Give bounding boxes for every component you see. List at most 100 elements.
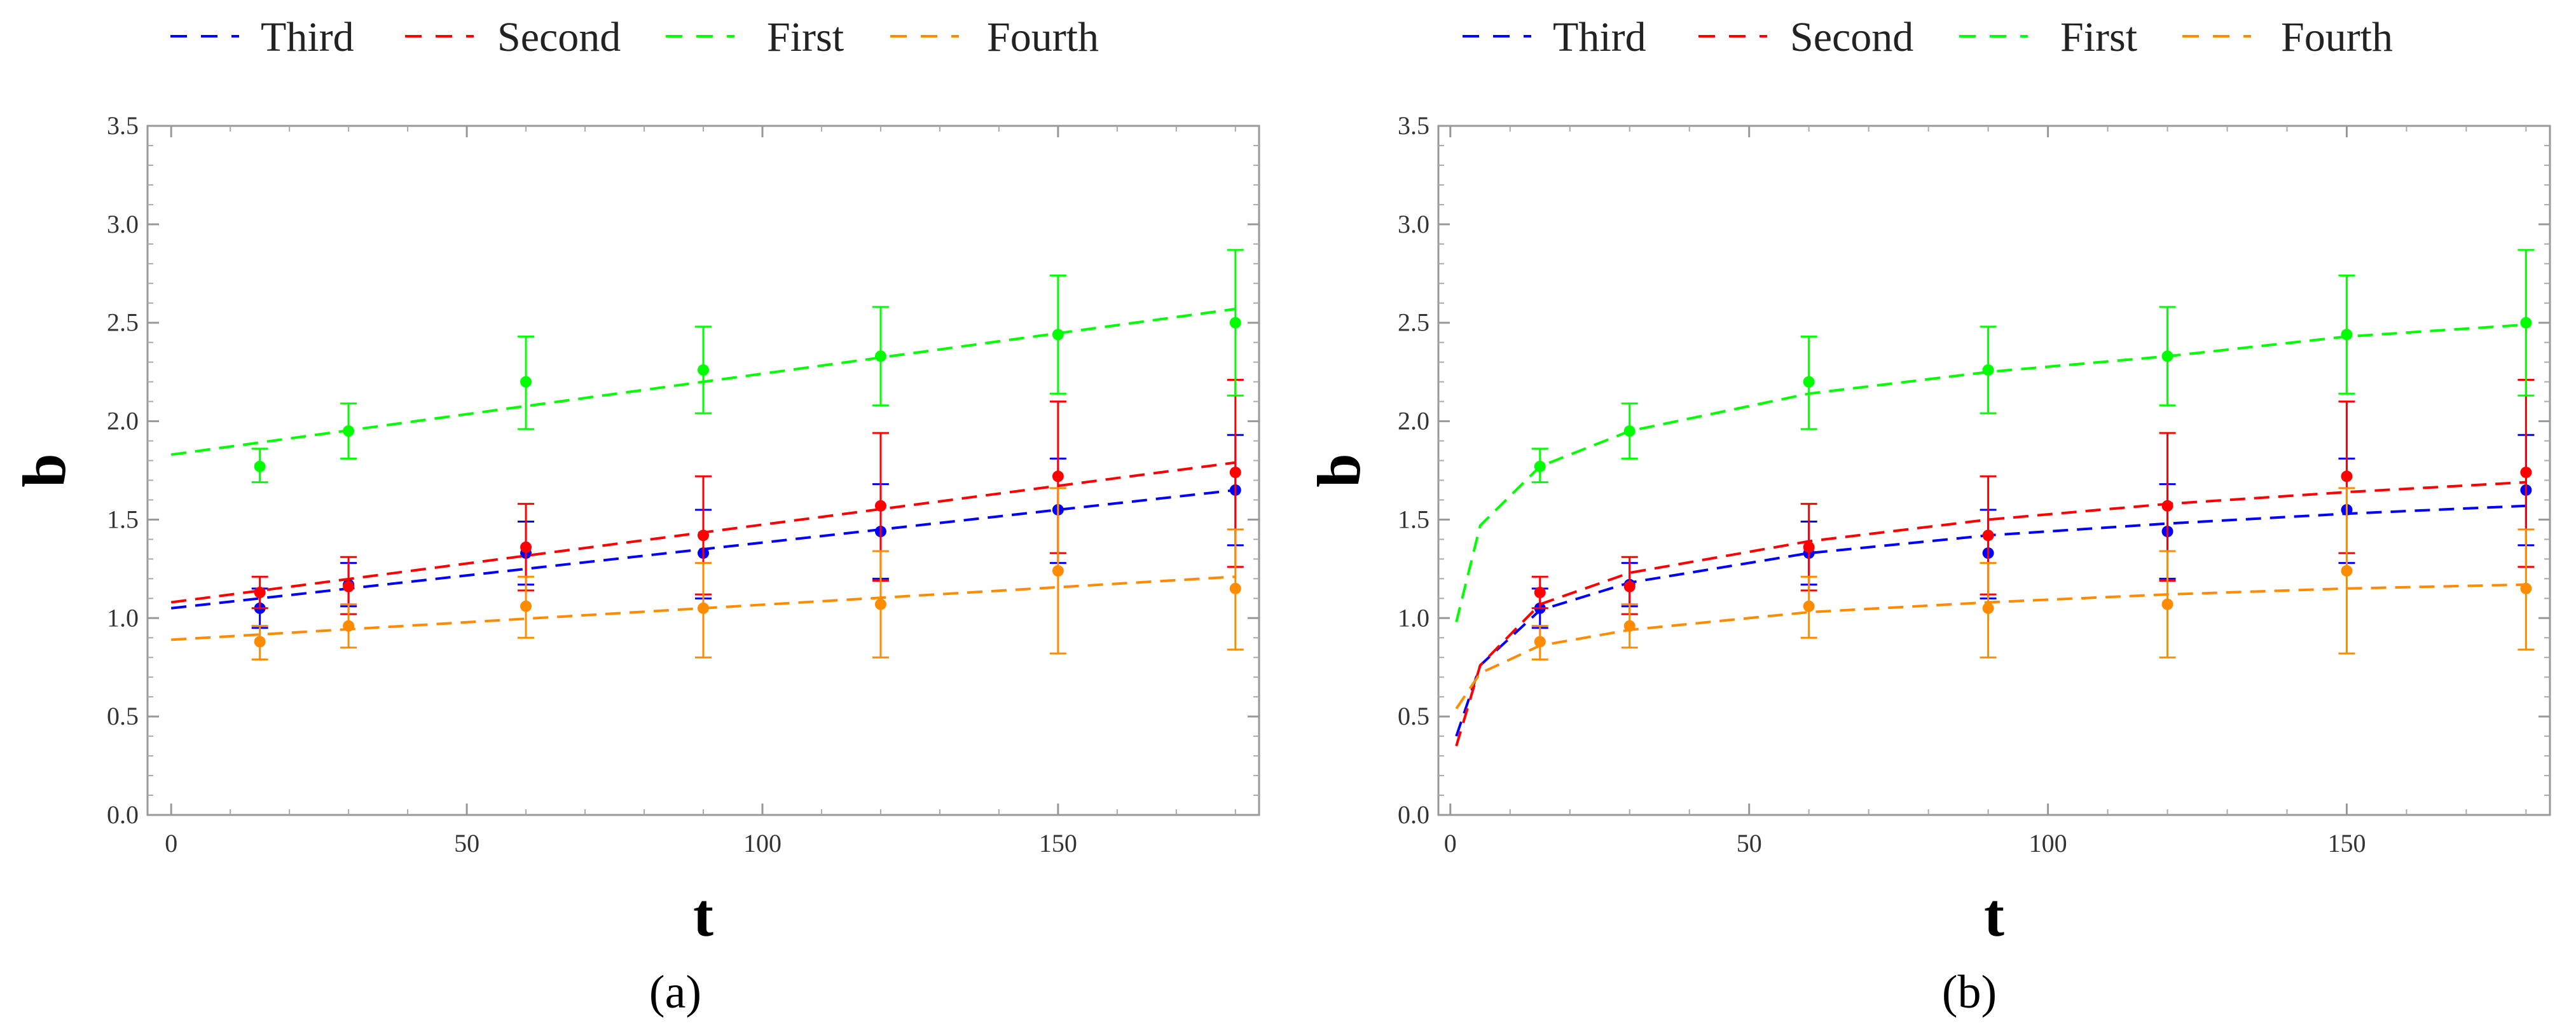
data-point — [1982, 602, 1994, 614]
fit-line-third — [1455, 504, 2526, 737]
data-point — [520, 600, 532, 612]
y-tick-label: 0.5 — [107, 702, 139, 730]
data-point — [1534, 636, 1546, 648]
y-tick-label: 1.5 — [107, 505, 139, 533]
series-first — [170, 249, 1244, 484]
data-point — [1623, 425, 1636, 437]
data-point — [1803, 600, 1815, 612]
data-point — [2520, 467, 2532, 479]
legend-label: Third — [1553, 14, 1646, 60]
data-point — [343, 580, 355, 592]
x-tick-label: 150 — [2327, 829, 2366, 858]
series-first — [1455, 249, 2535, 622]
data-point — [1229, 317, 1241, 329]
legend-label: Fourth — [987, 14, 1099, 60]
legend-label: First — [767, 14, 844, 60]
data-point — [2341, 329, 2353, 341]
legend-item-second: Second — [1698, 14, 1913, 60]
data-point — [698, 530, 709, 542]
y-tick-label: 0.0 — [107, 800, 139, 829]
y-tick-label: 2.0 — [1398, 407, 1429, 435]
y-tick-label: 1.0 — [1398, 603, 1429, 632]
data-point — [254, 460, 266, 472]
chart-panel-b: 0.0 0.5 1.0 1.5 2.0 2.5 3.0 3.5 0 50 100 150 t b (b) Th… — [1305, 14, 2551, 1018]
legend-item-first: First — [1959, 14, 2137, 60]
legend-label: First — [2060, 14, 2137, 60]
series-third — [1455, 434, 2535, 737]
y-tick-label: 0.0 — [1398, 800, 1429, 829]
data-point — [1534, 460, 1546, 472]
data-point — [2161, 598, 2173, 610]
data-point — [1052, 564, 1064, 577]
x-tick-label: 50 — [1737, 829, 1762, 858]
data-point — [343, 620, 355, 632]
data-point — [254, 636, 266, 648]
data-point — [1982, 530, 1994, 542]
series-second — [1455, 379, 2535, 747]
series-fourth — [1455, 487, 2535, 709]
data-point — [1052, 470, 1064, 482]
y-tick-label: 2.0 — [107, 407, 139, 435]
panel-label: (a) — [649, 966, 701, 1018]
data-point — [1229, 467, 1241, 479]
x-tick-label: 150 — [1039, 829, 1077, 858]
data-point — [2161, 500, 2173, 512]
data-point — [2341, 470, 2353, 482]
series-second — [170, 379, 1244, 615]
data-point — [343, 425, 355, 437]
legend-label: Third — [261, 14, 354, 60]
legend-label: Fourth — [2281, 14, 2393, 60]
data-point — [2341, 564, 2353, 577]
plot-frame — [146, 125, 1260, 816]
data-point — [1229, 582, 1241, 594]
y-tick-label: 1.0 — [107, 603, 139, 632]
y-axis-title: b — [10, 453, 78, 487]
y-tick-label: 3.0 — [107, 210, 139, 238]
legend-item-fourth: Fourth — [2182, 14, 2393, 60]
y-tick-label: 3.5 — [1398, 111, 1429, 140]
x-tick-label: 0 — [1444, 829, 1457, 858]
y-tick-label: 3.5 — [107, 111, 139, 140]
legend-item-third: Third — [1463, 14, 1646, 60]
data-point — [1803, 376, 1815, 388]
legend-item-first: First — [666, 14, 844, 60]
data-point — [698, 602, 709, 614]
data-point — [874, 598, 886, 610]
data-point — [698, 364, 709, 376]
legend-item-second: Second — [405, 14, 621, 60]
plot-frame — [1437, 125, 2551, 816]
data-point — [2520, 582, 2532, 594]
x-axis-title: t — [693, 881, 713, 949]
x-tick-label: 100 — [2029, 829, 2067, 858]
chart-panel-a: 0.0 0.5 1.0 1.5 2.0 2.5 3.0 3.5 0 50 100 150 t b (a) Th… — [10, 14, 1260, 1018]
data-point — [1623, 620, 1636, 632]
x-tick-label: 50 — [454, 829, 479, 858]
x-axis-title: t — [1984, 881, 2004, 949]
y-tick-label: 3.0 — [1398, 210, 1429, 238]
data-point — [2161, 350, 2173, 362]
data-point — [254, 587, 266, 599]
series-fourth — [171, 487, 1244, 660]
data-point — [1623, 580, 1636, 592]
fit-line-fourth — [1455, 583, 2526, 709]
data-point — [1052, 329, 1064, 341]
panel-label: (b) — [1942, 966, 1997, 1018]
legend-label: Second — [497, 14, 621, 60]
legend-item-third: Third — [170, 14, 354, 60]
data-point — [1803, 541, 1815, 553]
y-axis-title: b — [1305, 453, 1373, 487]
y-tick-label: 1.5 — [1398, 505, 1429, 533]
y-tick-label: 2.5 — [1398, 308, 1429, 337]
legend: Third Second First Fourth — [1463, 14, 2393, 60]
data-point — [874, 500, 886, 512]
legend-item-fourth: Fourth — [890, 14, 1099, 60]
data-point — [1534, 587, 1546, 599]
legend: Third Second First Fourth — [170, 14, 1099, 60]
data-point — [2520, 317, 2532, 329]
data-point — [520, 376, 532, 388]
data-point — [1982, 364, 1994, 376]
data-point — [874, 350, 886, 362]
y-tick-label: 0.5 — [1398, 702, 1429, 730]
legend-label: Second — [1790, 14, 1913, 60]
